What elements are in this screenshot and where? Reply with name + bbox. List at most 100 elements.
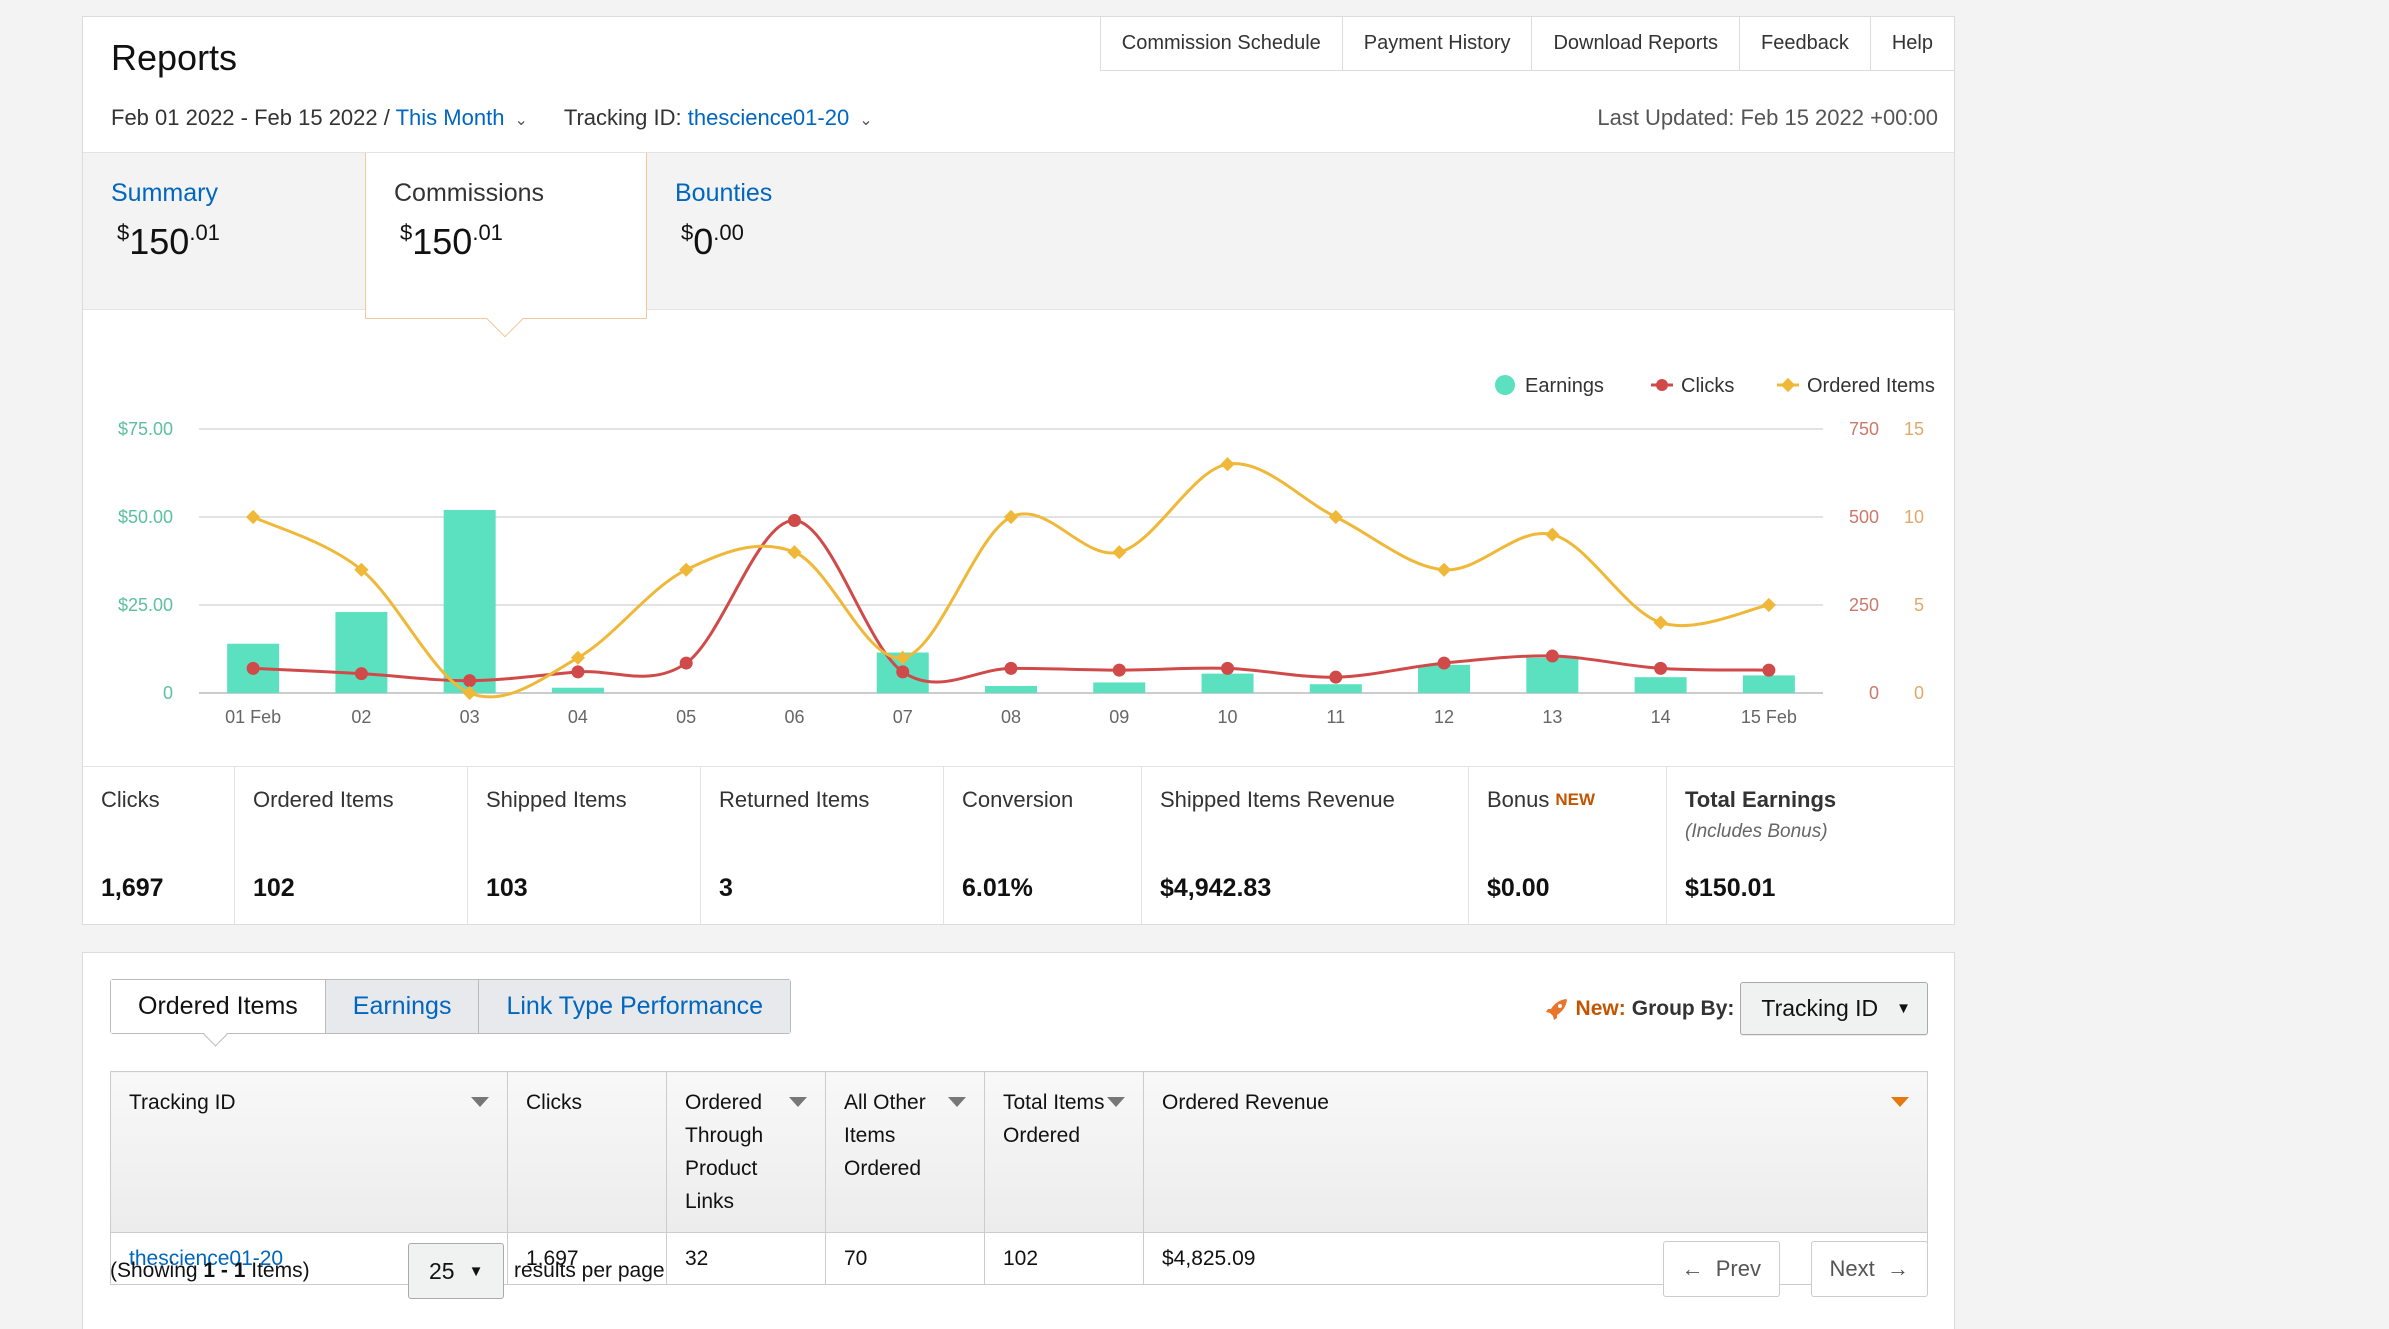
clicks-point (679, 656, 693, 670)
y-right-items-tick: 15 (1904, 419, 1924, 439)
chevron-down-icon[interactable]: ⌄ (859, 112, 873, 129)
tracking-id-dropdown[interactable]: Tracking ID: thescience01-20 (564, 105, 849, 131)
y-left-tick: 0 (163, 683, 173, 703)
chevron-down-icon: ▼ (1896, 1000, 1911, 1017)
metric-total-earnings: Total Earnings (Includes Bonus) $150.01 (1685, 787, 1837, 902)
tab-label: Commissions (394, 179, 545, 207)
x-tick-label: 05 (676, 707, 696, 727)
tab-link-type-performance[interactable]: Link Type Performance (479, 980, 791, 1033)
tab-earnings[interactable]: Earnings (325, 980, 480, 1033)
col-clicks[interactable]: Clicks (507, 1071, 667, 1233)
earnings-bar (1309, 684, 1362, 693)
earnings-bar (335, 612, 388, 693)
x-tick-label: 06 (784, 707, 804, 727)
prev-button[interactable]: ← Prev (1662, 1241, 1780, 1297)
x-tick-label: 01 Feb (225, 707, 281, 727)
rocket-icon (1545, 998, 1567, 1020)
date-range-text: Feb 01 2022 - Feb 15 2022 (111, 105, 378, 130)
group-by-label: Group By: (1631, 996, 1735, 1020)
clicks-point (354, 667, 368, 681)
chevron-down-icon: ▼ (468, 1262, 484, 1280)
x-tick-label: 14 (1651, 707, 1671, 727)
tracking-label: Tracking ID: (563, 105, 682, 130)
col-ordered-through-product-links[interactable]: Ordered Through Product Links (666, 1071, 826, 1233)
ordered-items-point (1220, 457, 1235, 472)
col-all-other-items[interactable]: All Other Items Ordered (825, 1071, 985, 1233)
x-tick-label: 08 (1001, 707, 1021, 727)
reports-panel: Reports Commission Schedule Payment Hist… (82, 16, 1955, 925)
report-tabs: Ordered Items Earnings Link Type Perform… (110, 979, 792, 1034)
y-right-items-tick: 0 (1914, 683, 1924, 703)
nav-download-reports[interactable]: Download Reports (1532, 17, 1741, 70)
tab-amount: $150.01 (400, 220, 503, 262)
x-tick-label: 11 (1326, 707, 1345, 727)
per-page-select[interactable]: 25 ▼ (408, 1243, 504, 1299)
y-left-tick: $50.00 (118, 507, 173, 527)
clicks-point (571, 665, 585, 679)
pagination: (Showing 1 - 1 Items) 25 ▼ results per p… (110, 1241, 1928, 1301)
arrow-left-icon: ← (1681, 1256, 1704, 1281)
arrow-right-icon: → (1887, 1256, 1909, 1281)
col-total-items[interactable]: Total Items Ordered (984, 1071, 1144, 1233)
earnings-bar (1201, 673, 1254, 693)
metric-ordered-items: Ordered Items 102 (235, 767, 468, 924)
y-right-items-tick: 5 (1914, 595, 1924, 615)
ordered-items-table: Tracking ID Clicks Ordered Through Produ… (110, 1071, 1928, 1285)
clicks-point (463, 674, 477, 688)
nav-help[interactable]: Help (1891, 32, 1933, 54)
sort-icon (1891, 1097, 1909, 1107)
group-by-select[interactable]: Tracking ID ▼ (1740, 982, 1928, 1035)
date-range-dropdown[interactable]: Feb 01 2022 - Feb 15 2022 / This Month (111, 105, 505, 130)
sort-icon (471, 1097, 489, 1107)
x-tick-label: 10 (1218, 707, 1238, 727)
sort-icon (789, 1097, 807, 1107)
x-tick-label: 07 (893, 707, 913, 727)
filter-row: Feb 01 2022 - Feb 15 2022 / This Month ⌄… (111, 105, 909, 131)
legend-clicks-marker (1656, 379, 1668, 391)
clicks-point (896, 665, 910, 679)
cell-clicks: 1,697 (507, 1232, 667, 1285)
metric-clicks: Clicks 1,697 (83, 767, 235, 924)
legend-ordered-items-marker (1780, 377, 1796, 393)
tab-ordered-items[interactable]: Ordered Items (111, 980, 326, 1033)
y-left-tick: $75.00 (118, 419, 173, 439)
nav-feedback[interactable]: Feedback (1740, 17, 1871, 70)
top-nav: Commission Schedule Payment History Down… (1099, 17, 1954, 71)
clicks-point (1329, 670, 1343, 684)
ordered-items-point (787, 545, 802, 560)
ordered-items-point (570, 650, 586, 665)
col-ordered-revenue[interactable]: Ordered Revenue (1143, 1071, 1928, 1233)
earnings-chart: $75.00 $50.00 $25.00 0 750 500 250 0 15 10 5 0 01 Fe… (83, 347, 1954, 767)
metric-conversion: Conversion 6.01% (944, 767, 1142, 924)
clicks-point (787, 514, 801, 528)
chevron-down-icon[interactable]: ⌄ (514, 112, 528, 129)
tab-label: Bounties (675, 179, 773, 207)
tab-commissions[interactable]: Commissions $150.01 (365, 153, 647, 338)
metric-bonus: Bonus NEW $0.00 (1469, 767, 1667, 924)
ordered-items-point (354, 562, 369, 577)
nav-payment-history[interactable]: Payment History (1343, 17, 1533, 70)
cell-ordered-revenue: $4,825.09 (1143, 1232, 1928, 1285)
clicks-point (1654, 661, 1668, 675)
page-title: Reports (111, 37, 238, 78)
last-updated: Last Updated: Feb 15 2022 +00:00 (1597, 105, 1938, 130)
next-button[interactable]: Next → (1810, 1241, 1928, 1297)
summary-tabs: Summary $150.01 Commissions $150.01 Boun… (83, 152, 1954, 338)
ordered-items-point (246, 509, 261, 525)
earnings-bar (551, 687, 604, 693)
tab-summary[interactable]: Summary $150.01 (83, 153, 365, 311)
tab-bounties[interactable]: Bounties $0.00 (647, 153, 929, 311)
per-page-label: results per page (514, 1259, 665, 1282)
nav-commission-schedule[interactable]: Commission Schedule (1101, 17, 1343, 70)
x-tick-label: 03 (460, 707, 480, 727)
table-header-row: Tracking ID Clicks Ordered Through Produ… (110, 1071, 1928, 1233)
tracking-value: thescience01-20 (687, 105, 850, 130)
col-tracking-id[interactable]: Tracking ID (110, 1071, 508, 1233)
ordered-items-point (462, 685, 477, 701)
y-right-clicks-tick: 750 (1849, 419, 1879, 439)
earnings-bar (443, 509, 496, 693)
earnings-bar (985, 685, 1037, 693)
tab-amount: $150.01 (117, 220, 220, 262)
showing-count: (Showing 1 - 1 Items) (110, 1259, 310, 1282)
report-table-panel: Ordered Items Earnings Link Type Perform… (82, 952, 1955, 1329)
